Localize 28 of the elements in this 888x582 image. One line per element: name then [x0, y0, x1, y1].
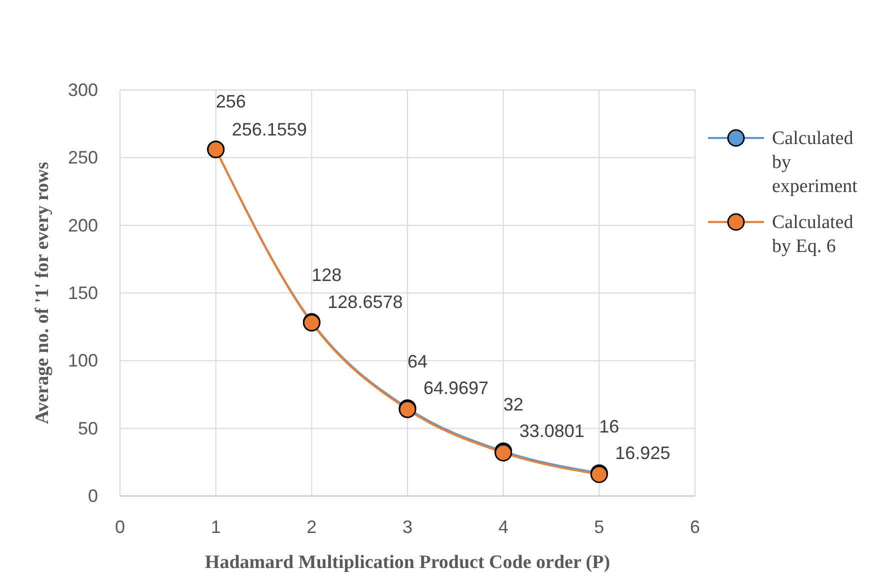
x-axis-title: Hadamard Multiplication Product Code order (P) — [204, 552, 610, 573]
x-tick-label: 5 — [594, 517, 604, 537]
legend-label: Calculated by Eq. 6 — [772, 212, 854, 257]
legend-label: Calculated by experiment — [772, 128, 858, 197]
y-tick-label: 50 — [78, 418, 98, 438]
data-label: 64.9697 — [424, 378, 489, 398]
y-tick-label: 300 — [68, 80, 98, 100]
data-label: 32 — [503, 394, 524, 415]
x-tick-label: 2 — [306, 517, 317, 537]
x-tick-label: 1 — [210, 517, 221, 537]
data-label: 33.0801 — [519, 421, 584, 442]
data-label: 256 — [216, 92, 246, 112]
data-label: 16 — [599, 416, 620, 436]
x-tick-label: 6 — [690, 517, 700, 537]
data-label: 16.925 — [615, 443, 670, 464]
x-tick-label: 0 — [114, 517, 126, 537]
x-tick-label: 4 — [498, 517, 508, 537]
y-tick-label: 200 — [68, 215, 98, 236]
data-label: 128 — [312, 264, 342, 285]
data-label: 64 — [408, 351, 428, 372]
y-tick-label: 250 — [68, 148, 98, 168]
y-tick-label: 0 — [88, 486, 98, 506]
x-tick-label: 3 — [402, 517, 413, 537]
y-axis-title: Average no. of '1' for every rows — [32, 162, 53, 424]
data-label: 256.1559 — [232, 119, 307, 140]
data-label: 128.6578 — [328, 292, 403, 312]
y-tick-label: 100 — [68, 350, 98, 371]
y-tick-label: 150 — [68, 283, 98, 303]
